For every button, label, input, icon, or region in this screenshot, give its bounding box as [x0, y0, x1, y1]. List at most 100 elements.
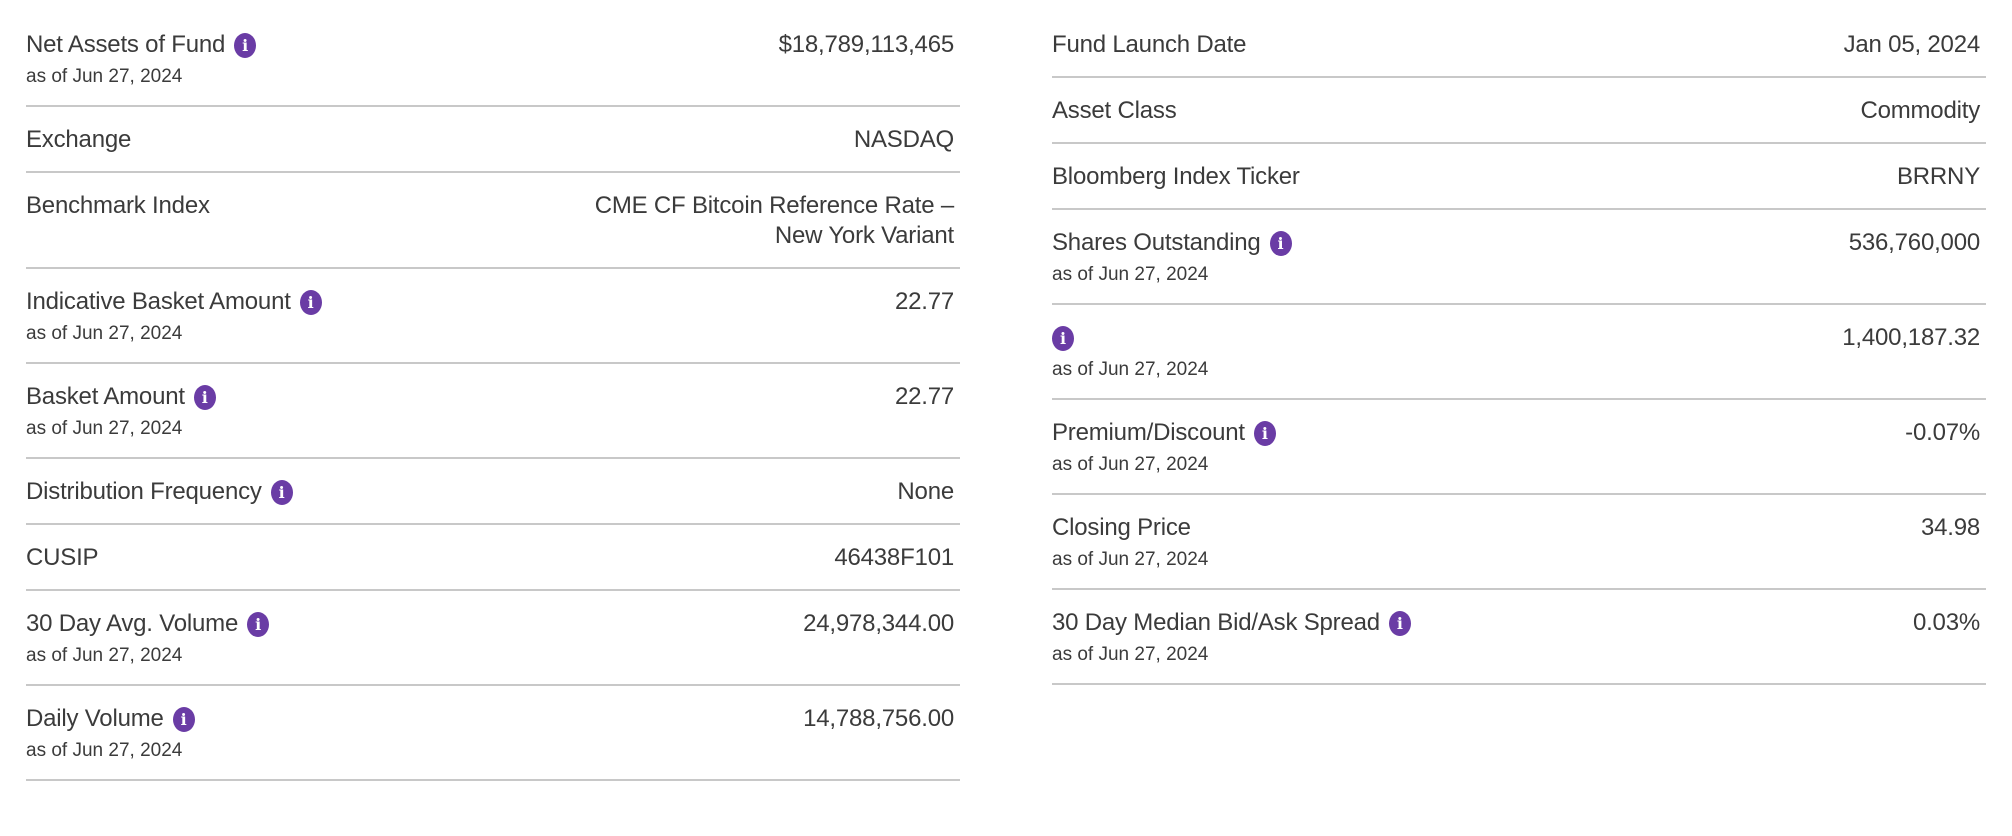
key-facts-columns: Net Assets of Fund i $18,789,113,465 as …: [26, 12, 1986, 781]
fund-attribute-row: Bloomberg Index Ticker BRRNY: [1052, 144, 1986, 210]
as-of-date: as of Jun 27, 2024: [1052, 644, 1209, 665]
as-of-date: as of Jun 27, 2024: [26, 740, 183, 761]
info-icon[interactable]: i: [270, 479, 293, 505]
fund-key-facts-panel: Net Assets of Fund i $18,789,113,465 as …: [26, 12, 1986, 781]
attribute-label-wrap: Net Assets of Fund i: [26, 30, 779, 60]
attribute-row-main: Premium/Discount i -0.07%: [1052, 418, 1986, 448]
attribute-label-wrap: Distribution Frequency i: [26, 477, 897, 507]
attribute-value: 536,760,000: [1848, 229, 1980, 256]
attribute-row-main: 30 Day Avg. Volume i 24,978,344.00: [26, 609, 960, 639]
attribute-label-wrap: CUSIP: [26, 543, 834, 573]
fund-attribute-row: Fund Launch Date Jan 05, 2024: [1052, 12, 1986, 78]
as-of-date: as of Jun 27, 2024: [1052, 454, 1209, 475]
attribute-label-wrap: Exchange: [26, 125, 854, 155]
fund-attribute-row: CUSIP 46438F101: [26, 525, 960, 591]
attribute-row-main: Closing Price 34.98: [1052, 513, 1986, 543]
attribute-label: Basket Amount: [26, 383, 185, 410]
info-icon[interactable]: i: [1052, 325, 1074, 351]
attribute-row-main: Shares Outstanding i 536,760,000: [1052, 228, 1986, 258]
attribute-label: 30 Day Median Bid/Ask Spread: [1052, 609, 1380, 636]
attribute-value: None: [897, 478, 954, 505]
fund-attribute-row: Basket Amount i 22.77 as of Jun 27, 2024: [26, 364, 960, 459]
attribute-label: Distribution Frequency: [26, 478, 262, 505]
attribute-value: 0.03%: [1912, 609, 1980, 636]
info-icon[interactable]: i: [1253, 420, 1276, 446]
attribute-value: 1,400,187.32: [1842, 324, 1980, 351]
as-of-date: as of Jun 27, 2024: [1052, 549, 1209, 570]
attribute-label-wrap: Basket Amount i: [26, 382, 895, 412]
attribute-label-wrap: 30 Day Median Bid/Ask Spread i: [1052, 608, 1913, 638]
attribute-label-wrap: Premium/Discount i: [1052, 418, 1905, 448]
attribute-row-main: 30 Day Median Bid/Ask Spread i 0.03%: [1052, 608, 1986, 638]
attribute-value: BRRNY: [1896, 163, 1980, 190]
attribute-row-main: Asset Class Commodity: [1052, 96, 1986, 126]
attribute-row-main: Fund Launch Date Jan 05, 2024: [1052, 30, 1986, 60]
attribute-label-wrap: Shares Outstanding i: [1052, 228, 1849, 258]
attribute-value: 46438F101: [834, 544, 954, 571]
attribute-label: Benchmark Index: [26, 192, 210, 219]
attribute-value: 14,788,756.00: [803, 705, 954, 732]
attribute-label-wrap: i: [1052, 323, 1842, 353]
attribute-label: Asset Class: [1052, 97, 1177, 124]
attribute-label-wrap: Closing Price: [1052, 513, 1921, 543]
fund-attribute-row: Net Assets of Fund i $18,789,113,465 as …: [26, 12, 960, 107]
fund-attribute-row: Asset Class Commodity: [1052, 78, 1986, 144]
as-of-date: as of Jun 27, 2024: [26, 66, 183, 87]
attribute-value: CME CF Bitcoin Reference Rate – New York…: [594, 192, 954, 249]
attribute-label-wrap: Bloomberg Index Ticker: [1052, 162, 1897, 192]
attribute-value: $18,789,113,465: [778, 31, 955, 58]
attribute-label-wrap: Fund Launch Date: [1052, 30, 1844, 60]
attribute-label: Bloomberg Index Ticker: [1052, 163, 1300, 190]
info-icon[interactable]: i: [1388, 610, 1411, 636]
info-icon[interactable]: i: [299, 289, 322, 315]
info-icon[interactable]: i: [247, 611, 270, 637]
fund-attribute-row: Indicative Basket Amount i 22.77 as of J…: [26, 269, 960, 364]
attribute-value: 24,978,344.00: [803, 610, 954, 637]
attribute-label-wrap: Daily Volume i: [26, 704, 803, 734]
attribute-label: Shares Outstanding: [1052, 229, 1261, 256]
info-icon[interactable]: i: [234, 32, 257, 58]
attribute-row-main: Net Assets of Fund i $18,789,113,465: [26, 30, 960, 60]
attribute-label: 30 Day Avg. Volume: [26, 610, 239, 637]
fund-attribute-row: 30 Day Avg. Volume i 24,978,344.00 as of…: [26, 591, 960, 686]
attribute-label: Indicative Basket Amount: [26, 288, 291, 315]
attribute-label-wrap: Indicative Basket Amount i: [26, 287, 895, 317]
as-of-date: as of Jun 27, 2024: [26, 645, 183, 666]
as-of-date: as of Jun 27, 2024: [1052, 359, 1209, 380]
attribute-label: Net Assets of Fund: [26, 31, 226, 58]
attribute-row-main: Basket Amount i 22.77: [26, 382, 960, 412]
attribute-row-main: Exchange NASDAQ: [26, 125, 960, 155]
attribute-label: Closing Price: [1052, 514, 1191, 541]
attribute-value: 22.77: [894, 288, 954, 315]
as-of-date: as of Jun 27, 2024: [26, 323, 183, 344]
attribute-value: NASDAQ: [853, 126, 954, 153]
attribute-value: Jan 05, 2024: [1843, 31, 1981, 58]
attribute-value: -0.07%: [1905, 419, 1980, 446]
attribute-row-main: i 1,400,187.32: [1052, 323, 1986, 353]
key-facts-column-left: Net Assets of Fund i $18,789,113,465 as …: [26, 12, 960, 781]
attribute-row-main: Bloomberg Index Ticker BRRNY: [1052, 162, 1986, 192]
attribute-label: Premium/Discount: [1052, 419, 1245, 446]
attribute-row-main: CUSIP 46438F101: [26, 543, 960, 573]
key-facts-column-right: Fund Launch Date Jan 05, 2024 Asset Clas…: [1052, 12, 1986, 781]
info-icon[interactable]: i: [172, 706, 195, 732]
attribute-label: Fund Launch Date: [1052, 31, 1247, 58]
attribute-value: 22.77: [894, 383, 954, 410]
info-icon[interactable]: i: [193, 384, 216, 410]
attribute-label-wrap: Asset Class: [1052, 96, 1860, 126]
fund-attribute-row: Premium/Discount i -0.07% as of Jun 27, …: [1052, 400, 1986, 495]
as-of-date: as of Jun 27, 2024: [26, 418, 183, 439]
attribute-row-main: Indicative Basket Amount i 22.77: [26, 287, 960, 317]
attribute-row-main: Distribution Frequency i None: [26, 477, 960, 507]
attribute-label-wrap: Benchmark Index: [26, 191, 595, 221]
fund-attribute-row: i 1,400,187.32 as of Jun 27, 2024: [1052, 305, 1986, 400]
attribute-label-wrap: 30 Day Avg. Volume i: [26, 609, 803, 639]
info-icon[interactable]: i: [1269, 230, 1292, 256]
fund-attribute-row: Exchange NASDAQ: [26, 107, 960, 173]
attribute-row-main: Benchmark Index CME CF Bitcoin Reference…: [26, 191, 960, 251]
attribute-value: 34.98: [1920, 514, 1980, 541]
fund-attribute-row: 30 Day Median Bid/Ask Spread i 0.03% as …: [1052, 590, 1986, 685]
attribute-value: Commodity: [1860, 97, 1980, 124]
attribute-label: CUSIP: [26, 544, 99, 571]
attribute-label: Exchange: [26, 126, 132, 153]
